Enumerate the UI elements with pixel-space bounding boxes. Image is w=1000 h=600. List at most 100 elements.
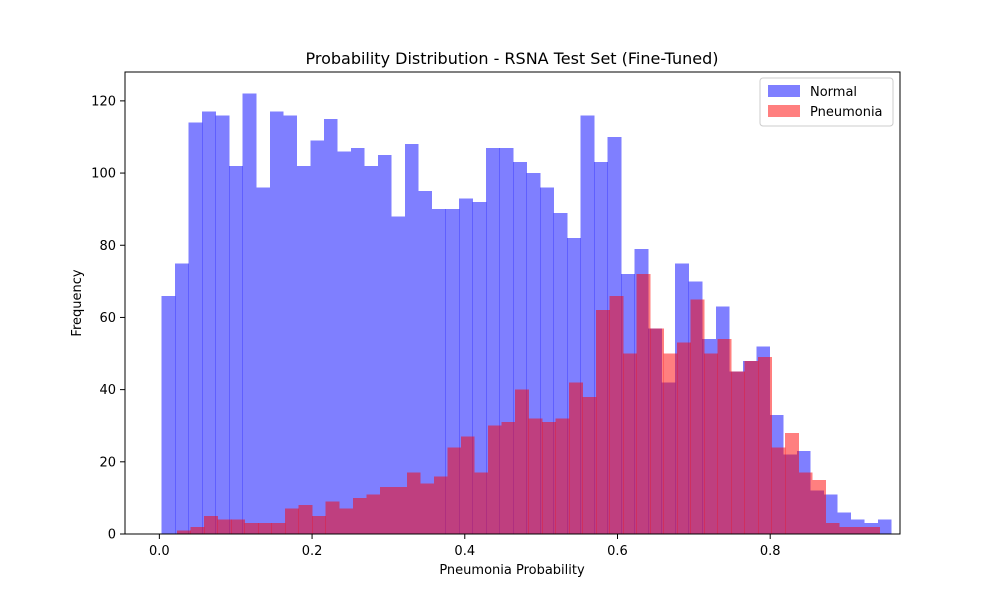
pneumonia-bar — [298, 505, 313, 534]
pneumonia-bar — [528, 418, 543, 534]
y-tick-label: 60 — [99, 311, 116, 326]
normal-bar — [269, 111, 284, 534]
pneumonia-bar — [285, 508, 300, 534]
pneumonia-bar — [339, 508, 354, 534]
pneumonia-bar — [244, 523, 259, 534]
x-tick-label: 0.2 — [302, 544, 323, 559]
pneumonia-bar — [609, 295, 624, 534]
pneumonia-bar — [204, 515, 218, 534]
y-tick-label: 100 — [91, 167, 116, 182]
pneumonia-bar — [555, 418, 570, 534]
legend: Normal Pneumonia — [759, 77, 894, 127]
pneumonia-bar — [812, 479, 827, 534]
chart-title: Probability Distribution - RSNA Test Set… — [305, 49, 718, 68]
pneumonia-bar — [690, 299, 705, 534]
y-tick-label: 40 — [99, 383, 116, 398]
normal-bar — [350, 147, 365, 534]
normal-bar — [404, 144, 419, 534]
pneumonia-bar — [798, 472, 813, 534]
pneumonia-bar — [460, 436, 475, 534]
legend-label-pneumonia: Pneumonia — [810, 105, 883, 120]
normal-bar — [161, 295, 176, 534]
x-tick-label: 0.4 — [454, 544, 475, 559]
normal-bar — [202, 111, 217, 534]
pneumonia-bar — [487, 425, 502, 534]
pneumonia-bar — [731, 371, 745, 534]
y-tick-label: 80 — [99, 239, 116, 254]
normal-bar — [337, 151, 352, 534]
pneumonia-bar — [217, 519, 232, 534]
pneumonia-bar — [433, 476, 448, 534]
pneumonia-bar — [677, 342, 691, 534]
pneumonia-bar — [839, 526, 854, 534]
plot-frame — [124, 71, 901, 535]
normal-bar — [175, 263, 189, 534]
x-axis-ticks: 0.0 0.2 0.4 0.6 0.8 — [149, 534, 781, 559]
normal-bar — [364, 165, 379, 534]
normal-bar — [472, 201, 487, 534]
pneumonia-bar — [596, 310, 610, 534]
pneumonia-bars-group — [177, 274, 881, 534]
pneumonia-bar — [379, 487, 394, 534]
pneumonia-bar — [744, 360, 759, 534]
legend-swatch-pneumonia — [768, 105, 800, 117]
normal-bar — [256, 187, 271, 534]
x-tick-label: 0.6 — [607, 544, 628, 559]
pneumonia-bar — [231, 519, 245, 534]
pneumonia-bar — [190, 526, 205, 534]
normal-bar — [323, 118, 338, 534]
pneumonia-bar — [366, 494, 381, 534]
pneumonia-bar — [352, 497, 367, 534]
pneumonia-bar — [717, 339, 732, 534]
pneumonia-bar — [312, 515, 327, 534]
normal-bar — [310, 140, 325, 534]
pneumonia-bar — [650, 328, 664, 534]
normal-bar — [296, 165, 311, 534]
normal-bar — [877, 519, 892, 534]
pneumonia-bar — [447, 447, 462, 534]
pneumonia-bar — [866, 526, 881, 534]
y-tick-label: 120 — [91, 94, 116, 109]
pneumonia-bar — [514, 389, 529, 534]
pneumonia-bar — [420, 483, 435, 534]
normal-bar — [377, 155, 392, 534]
normal-bar — [242, 93, 257, 534]
pneumonia-bar — [623, 353, 637, 534]
pneumonia-bar — [758, 357, 773, 534]
pneumonia-bar — [393, 487, 408, 534]
pneumonia-bar — [406, 472, 421, 534]
pneumonia-bar — [825, 523, 840, 534]
legend-label-normal: Normal — [810, 85, 857, 100]
normal-bar — [215, 115, 230, 534]
x-tick-label: 0.0 — [149, 544, 170, 559]
x-axis-label: Pneumonia Probability — [439, 563, 585, 578]
normal-bar — [418, 191, 433, 534]
pneumonia-bar — [582, 396, 597, 534]
normal-bar — [229, 165, 244, 534]
y-axis-ticks: 0 20 40 60 80 100 120 — [91, 94, 125, 543]
pneumonia-bar — [569, 382, 583, 534]
normal-bar — [283, 115, 298, 534]
pneumonia-bar — [271, 523, 286, 534]
x-tick-label: 0.8 — [760, 544, 781, 559]
pneumonia-bar — [325, 501, 340, 534]
pneumonia-bar — [704, 353, 718, 534]
pneumonia-bar — [636, 274, 651, 534]
pneumonia-bar — [541, 422, 556, 534]
y-tick-label: 20 — [99, 455, 116, 470]
pneumonia-bar — [474, 472, 489, 534]
normal-bar — [431, 209, 446, 534]
pneumonia-bar — [785, 432, 800, 534]
pneumonia-bar — [663, 353, 678, 534]
pneumonia-bar — [177, 530, 191, 534]
y-axis-label: Frequency — [70, 269, 85, 336]
y-tick-label: 0 — [108, 528, 116, 543]
normal-bar — [391, 216, 406, 534]
pneumonia-bar — [258, 523, 272, 534]
pneumonia-bar — [771, 447, 786, 534]
pneumonia-bar — [852, 526, 867, 534]
normal-bar — [188, 122, 203, 534]
legend-swatch-normal — [768, 85, 800, 97]
pneumonia-bar — [501, 422, 516, 534]
